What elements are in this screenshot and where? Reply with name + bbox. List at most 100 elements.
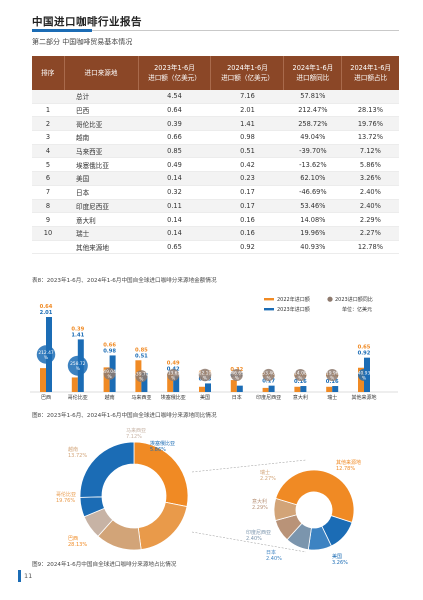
table-cell: -39.70% [283, 144, 342, 159]
table-cell: 3 [32, 130, 64, 145]
page-number: 11 [24, 572, 33, 580]
table-cell: 0.65 [138, 240, 211, 255]
table-row: 3 越南 0.66 0.98 49.04% 13.72% [32, 130, 399, 145]
table-cell: 其他来源地 [64, 240, 138, 255]
yoy-bubble [67, 355, 88, 376]
import-table: 排序 进口来源地 2023年1-6月 进口额（亿美元） 2024年1-6月 进口额（亿美元… [32, 56, 399, 255]
pie-chart-caption: 图9：2024年1-6月中国自全球进口咖啡分来源地占比情况 [32, 562, 177, 568]
category-label: 埃塞俄比亚 [161, 394, 186, 401]
legend-label-2022: 2022年进口额 [277, 296, 310, 303]
yoy-label: 40.93 [358, 370, 371, 376]
table-cell: 越南 [64, 130, 138, 145]
yoy-label-unit: % [108, 374, 112, 380]
table-cell: 0.11 [138, 199, 211, 214]
table-cell: 2.40% [341, 185, 399, 200]
bar-2023 [141, 372, 148, 392]
bar-2022 [294, 386, 301, 392]
connector-line [191, 459, 307, 473]
value-label-2022: 0.39 [71, 326, 84, 332]
yoy-label: -46.69 [230, 371, 244, 377]
table-cell: 巴西 [64, 103, 138, 118]
yoy-label-unit: % [44, 355, 48, 361]
table-cell: 0.51 [210, 144, 284, 159]
table-cell: 9 [32, 212, 64, 227]
unit-label: 单位：亿美元 [342, 306, 372, 313]
table-row: 7 日本 0.32 0.17 -46.69% 2.40% [32, 185, 399, 200]
table-row: 1 巴西 0.64 2.01 212.47% 28.13% [32, 103, 399, 118]
table-cell: 40.93% [283, 240, 342, 255]
table-cell: 0.17 [210, 199, 284, 214]
header-accent-bar [32, 29, 92, 32]
bar-2023 [300, 386, 307, 392]
table-row: 8 印度尼西亚 0.11 0.17 53.46% 2.40% [32, 199, 399, 214]
donut-left-label: 哥伦比亚 [56, 491, 76, 498]
legend-label-2023: 2023年进口额 [277, 306, 310, 313]
yoy-bubble [36, 345, 56, 364]
bar-2022 [199, 386, 205, 392]
yoy-label: 49.04 [103, 369, 116, 375]
table-cell: 49.04% [283, 130, 342, 145]
table-cell [32, 90, 64, 104]
table-cell: 0.32 [138, 185, 211, 200]
table-cell: 19.76% [341, 116, 399, 132]
bar-2022 [230, 380, 237, 392]
table-cell: 62.10% [283, 171, 342, 186]
donut-right-value: 2.27% [260, 476, 276, 482]
table-cell: 4 [32, 144, 64, 159]
table-header-cell: 2024年1-6月 进口额（亿美元） [210, 56, 285, 90]
table-cell: 5.86% [341, 157, 399, 173]
table-cell: 哥伦比亚 [64, 116, 138, 132]
donut-right-value: 2.40% [266, 556, 282, 562]
table-cell: 0.16 [210, 226, 284, 241]
value-label-2022: 0.85 [135, 347, 148, 353]
category-label: 马来西亚 [131, 394, 151, 401]
table-cell: 2 [32, 116, 64, 132]
table-cell: 2.01 [210, 103, 284, 118]
connector-line [191, 531, 307, 553]
table-cell: -46.69% [283, 185, 342, 200]
value-label-2022: 0.64 [40, 304, 53, 310]
donut-left-label: 巴西 [68, 536, 78, 542]
table-cell: 19.96% [283, 226, 342, 241]
table-cell: 57.81% [283, 90, 342, 104]
donut-right-label: 其他来源地 [336, 459, 361, 466]
table-cell: 2.29% [341, 212, 399, 227]
category-label: 哥伦比亚 [68, 394, 88, 401]
table-cell: 28.13% [341, 103, 399, 118]
bar-2023 [268, 385, 275, 392]
table-cell: 6 [32, 171, 64, 186]
donut-left-label: 埃塞俄比亚 [150, 440, 175, 447]
yoy-label: -13.62 [166, 371, 180, 377]
table-cell: 4.54 [138, 90, 211, 104]
table-cell: 8 [32, 199, 64, 214]
donut-right-value: 3.26% [332, 560, 348, 566]
value-label-2023: 0.16 [294, 379, 307, 385]
category-label: 瑞士 [327, 394, 337, 401]
bar-chart-caption: 图8：2023年1-6月、2024年1-6月中国自全球进口咖啡分来源地同比情况 [32, 413, 217, 419]
table-cell: 印度尼西亚 [64, 199, 138, 214]
table-cell: 7 [32, 185, 64, 200]
yoy-label: 212.47 [38, 350, 54, 356]
donut-right-value: 2.40% [246, 536, 262, 542]
table-row: 其他来源地 0.65 0.92 40.93% 12.78% [32, 240, 399, 255]
table-cell: 7.16 [210, 90, 284, 104]
donut-left-value: 5.86% [150, 447, 166, 453]
table-cell: 0.49 [138, 157, 211, 173]
yoy-label-unit: % [298, 376, 302, 382]
table-header-cell: 2024年1-6月 进口额占比 [341, 56, 399, 90]
yoy-label: 14.08 [294, 371, 307, 377]
page-number-marker [18, 570, 21, 582]
bar-chart: 2022年进口额 2023进口额同比 2023年进口额 单位：亿美元 0.642.01 2… [30, 296, 398, 401]
yoy-label: -39.70 [134, 372, 148, 378]
donut-left-label: 越南 [68, 446, 78, 453]
donut-left-slice [137, 501, 188, 550]
table-row: 10 瑞士 0.14 0.16 19.96% 2.27% [32, 226, 399, 241]
donut-right-label: 瑞士 [260, 469, 270, 476]
bar-2023 [205, 383, 211, 392]
table-cell: 53.46% [283, 199, 342, 214]
donut-right-label: 美国 [332, 553, 342, 560]
value-label-2023: 0.92 [358, 351, 371, 357]
table-cell: 0.42 [210, 157, 284, 173]
value-label-2023: 0.51 [135, 353, 148, 359]
